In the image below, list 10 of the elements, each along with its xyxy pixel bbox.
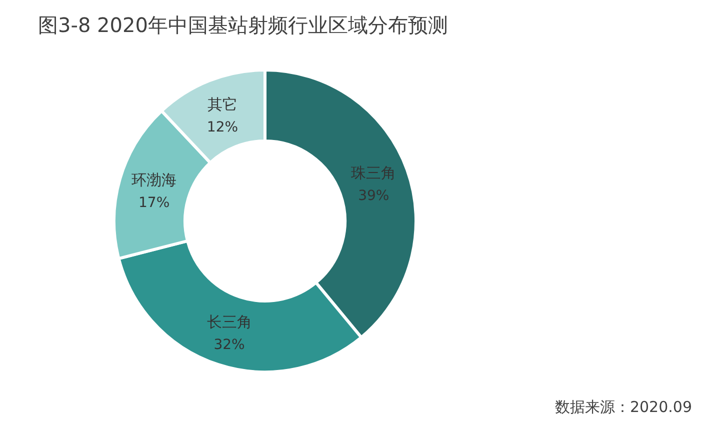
chart-title: 图3-8 2020年中国基站射频行业区域分布预测: [38, 13, 448, 37]
slice-label: 长三角: [206, 312, 252, 331]
slice-label: 珠三角: [351, 164, 396, 182]
data-label: 39%: [358, 188, 390, 204]
slice-label: 其它: [207, 96, 238, 114]
data-label: 12%: [206, 120, 238, 136]
data-label: 32%: [214, 336, 245, 353]
slice-label: 环渤海: [132, 170, 177, 189]
source-note: 数据来源：2020.09: [554, 398, 692, 416]
data-label: 17%: [138, 194, 170, 211]
